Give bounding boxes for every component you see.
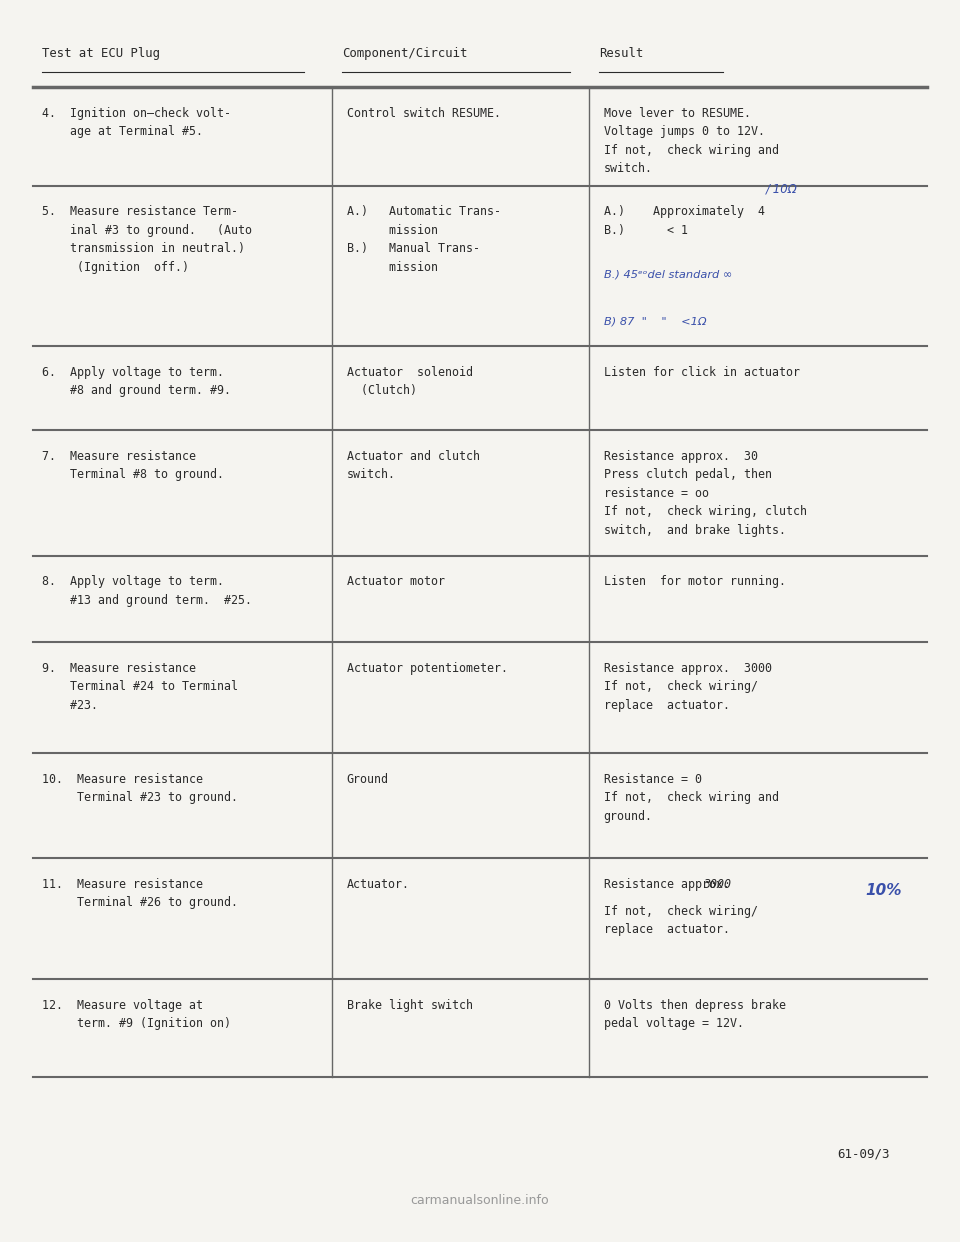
Text: 8.  Apply voltage to term.
    #13 and ground term.  #25.: 8. Apply voltage to term. #13 and ground… [42, 575, 252, 607]
Text: 11.  Measure resistance
     Terminal #26 to ground.: 11. Measure resistance Terminal #26 to g… [42, 878, 238, 909]
Text: Actuator motor: Actuator motor [347, 575, 444, 589]
Text: Resistance approx.: Resistance approx. [604, 878, 751, 891]
Text: Actuator and clutch
switch.: Actuator and clutch switch. [347, 450, 480, 481]
Text: Brake light switch: Brake light switch [347, 999, 472, 1011]
Text: Listen  for motor running.: Listen for motor running. [604, 575, 785, 589]
Text: If not,  check wiring/
replace  actuator.: If not, check wiring/ replace actuator. [604, 904, 757, 936]
Text: 61-09/3: 61-09/3 [837, 1148, 889, 1160]
Text: B.) 45ᵉᵒdel standard ∞: B.) 45ᵉᵒdel standard ∞ [604, 270, 732, 279]
Text: 10%: 10% [865, 883, 902, 898]
Text: 10.  Measure resistance
     Terminal #23 to ground.: 10. Measure resistance Terminal #23 to g… [42, 773, 238, 805]
Text: Result: Result [599, 47, 643, 60]
Text: A.)    Approximately  4
B.)      < 1: A.) Approximately 4 B.) < 1 [604, 205, 765, 237]
Text: Move lever to RESUME.
Voltage jumps 0 to 12V.
If not,  check wiring and
switch.: Move lever to RESUME. Voltage jumps 0 to… [604, 107, 779, 175]
Text: 0 Volts then depress brake
pedal voltage = 12V.: 0 Volts then depress brake pedal voltage… [604, 999, 785, 1030]
Text: 9.  Measure resistance
    Terminal #24 to Terminal
    #23.: 9. Measure resistance Terminal #24 to Te… [42, 662, 238, 712]
Text: Test at ECU Plug: Test at ECU Plug [42, 47, 160, 60]
Text: 7.  Measure resistance
    Terminal #8 to ground.: 7. Measure resistance Terminal #8 to gro… [42, 450, 225, 481]
Text: / 10Ω: / 10Ω [765, 183, 797, 195]
Text: Ground: Ground [347, 773, 389, 786]
Text: Actuator.: Actuator. [347, 878, 410, 891]
Text: 12.  Measure voltage at
     term. #9 (Ignition on): 12. Measure voltage at term. #9 (Ignitio… [42, 999, 231, 1030]
Text: Component/Circuit: Component/Circuit [342, 47, 468, 60]
Text: Actuator  solenoid
  (Clutch): Actuator solenoid (Clutch) [347, 365, 472, 397]
Text: Resistance approx.  3000
If not,  check wiring/
replace  actuator.: Resistance approx. 3000 If not, check wi… [604, 662, 772, 712]
Text: 5.  Measure resistance Term-
    inal #3 to ground.   (Auto
    transmission in : 5. Measure resistance Term- inal #3 to g… [42, 205, 252, 273]
Text: carmanualsonline.info: carmanualsonline.info [411, 1194, 549, 1207]
Text: 3000: 3000 [703, 878, 731, 891]
Text: 6.  Apply voltage to term.
    #8 and ground term. #9.: 6. Apply voltage to term. #8 and ground … [42, 365, 231, 397]
Text: B) 87  "    "    <1Ω: B) 87 " " <1Ω [604, 317, 707, 327]
Text: A.)   Automatic Trans-
      mission
B.)   Manual Trans-
      mission: A.) Automatic Trans- mission B.) Manual … [347, 205, 501, 273]
Text: Actuator potentiometer.: Actuator potentiometer. [347, 662, 508, 674]
Text: Control switch RESUME.: Control switch RESUME. [347, 107, 501, 119]
Text: 4.  Ignition on—check volt-
    age at Terminal #5.: 4. Ignition on—check volt- age at Termin… [42, 107, 231, 138]
Text: Listen for click in actuator: Listen for click in actuator [604, 365, 800, 379]
Text: Resistance = 0
If not,  check wiring and
ground.: Resistance = 0 If not, check wiring and … [604, 773, 779, 822]
Text: Resistance approx.  30
Press clutch pedal, then
resistance = oo
If not,  check w: Resistance approx. 30 Press clutch pedal… [604, 450, 806, 537]
